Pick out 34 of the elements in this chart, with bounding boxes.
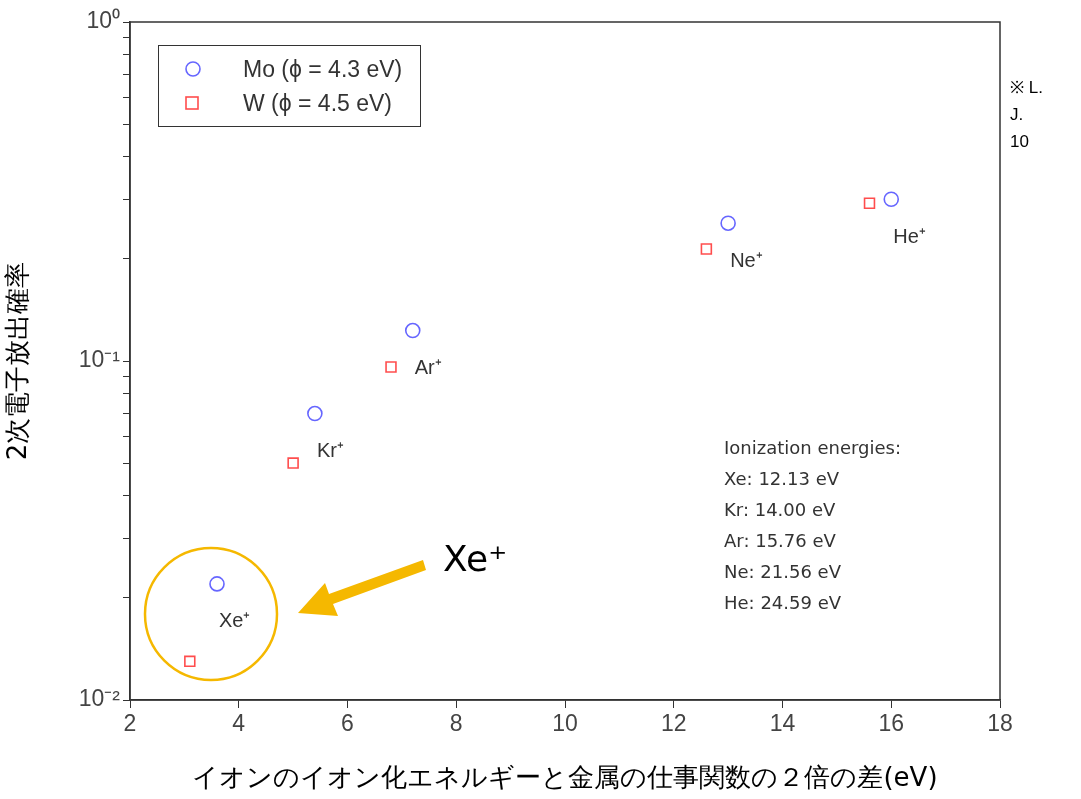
annotation: He⁺: [893, 224, 926, 247]
legend-label: W (ϕ = 4.5 eV): [243, 89, 393, 117]
point: [720, 215, 736, 231]
y-tick-label: 10⁰: [86, 7, 120, 34]
annotation: Ar⁺: [414, 356, 442, 379]
x-tick-label: 4: [232, 710, 246, 737]
point: [863, 197, 876, 209]
x-tick-label: 16: [878, 710, 905, 737]
point: [307, 405, 323, 422]
y-axis-title: 2次電子放出確率: [2, 261, 33, 461]
y-tick-label: 10⁻¹: [78, 346, 121, 373]
x-tick-label: 12: [660, 710, 687, 737]
annotation: Kr⁺: [316, 439, 344, 462]
x-tick-label: 2: [123, 710, 137, 737]
x-axis-title: イオンのイオン化エネルギーと金属の仕事関数の２倍の差(eV): [192, 762, 938, 793]
x-tick-label: 18: [987, 710, 1013, 737]
x-tick-label: 10: [552, 710, 578, 737]
x-tick-label: 8: [449, 710, 463, 737]
point: [404, 322, 421, 339]
y-tick-label: 10⁻²: [78, 685, 121, 712]
point: [209, 576, 225, 592]
annotation: Ionization energies: Xe: 12.13 eV Kr: 14.00 eV Ar: 15.76 eV Ne: 21.56 eV He: 24.59 eV: [724, 436, 901, 615]
point: [883, 191, 900, 208]
point: [287, 457, 299, 469]
annotation: Xe⁺: [219, 609, 251, 632]
point: [385, 361, 397, 373]
point: [700, 243, 713, 255]
point: [184, 655, 196, 668]
annotation: Ne⁺: [730, 248, 763, 271]
legend-label: Mo (ϕ = 4.3 eV): [243, 55, 403, 83]
text: ※ L. J. 10: [1010, 77, 1043, 153]
annotation: Xe⁺: [443, 538, 508, 579]
x-tick-label: 14: [769, 710, 796, 737]
x-tick-label: 6: [341, 710, 354, 737]
